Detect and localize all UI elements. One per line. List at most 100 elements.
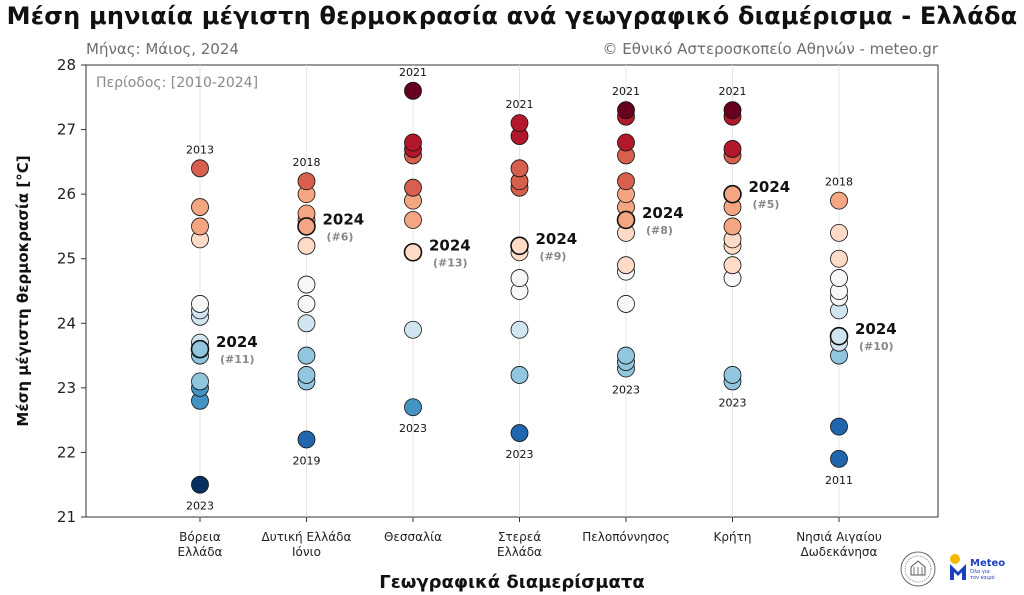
min-year-label: 2019 [293, 455, 321, 468]
data-point [723, 366, 742, 384]
max-year-label: 2021 [506, 98, 534, 111]
data-point [191, 295, 209, 313]
highlight-year-label: 2024 [216, 333, 258, 351]
highlight-point-2024 [403, 242, 423, 262]
highlight-year-label: 2024 [536, 230, 578, 248]
data-point [830, 449, 848, 468]
sun-icon [950, 554, 960, 564]
data-point [297, 275, 316, 294]
period-label: Περίοδος: [2010-2024] [96, 75, 258, 91]
y-tick-label: 26 [57, 185, 76, 203]
data-point [617, 133, 635, 152]
y-tick-label: 24 [57, 314, 76, 332]
y-tick-label: 25 [57, 250, 76, 268]
meteo-logo: Meteo Όλα για τον καιρό [950, 554, 1005, 581]
data-point [617, 295, 635, 313]
data-point [723, 140, 742, 158]
plot-frame [85, 64, 939, 518]
data-point [830, 249, 848, 268]
max-year-label: 2013 [186, 143, 214, 156]
rank-label: (#10) [859, 340, 894, 353]
y-axis-label: Μέση μέγιστη θερμοκρασία [°C] [14, 155, 32, 426]
data-point [830, 417, 848, 436]
data-point [830, 269, 848, 287]
data-point [510, 320, 529, 339]
data-point [191, 198, 209, 216]
data-point [510, 114, 529, 133]
max-year-label: 2021 [719, 85, 747, 98]
highlight-point-2024 [510, 236, 529, 256]
max-year-label: 2018 [293, 156, 321, 169]
data-point [404, 133, 422, 152]
data-point [404, 81, 422, 100]
chart-title: Μέση μηνιαία μέγιστη θερμοκρασία ανά γεω… [6, 2, 1018, 30]
y-tick-label: 28 [57, 56, 76, 74]
min-year-label: 2023 [399, 422, 427, 435]
data-point [510, 159, 529, 178]
highlight-year-label: 2024 [642, 204, 684, 222]
y-tick-label: 27 [57, 121, 76, 139]
x-tick-label: Βόρεια [179, 530, 221, 544]
meteo-tagline-2: τον καιρό [970, 574, 995, 581]
data-point [191, 372, 209, 391]
rank-label: (#9) [540, 250, 567, 263]
x-axis-label: Γεωγραφικά διαμερίσματα [379, 572, 645, 593]
data-point [617, 172, 635, 191]
highlight-year-label: 2024 [749, 178, 791, 196]
min-year-label: 2023 [719, 396, 747, 409]
month-label: Μήνας: Μάιος, 2024 [86, 40, 239, 58]
highlight-point-2024 [829, 326, 849, 346]
x-tick-label: Ελλάδα [178, 545, 223, 559]
data-point [297, 314, 316, 333]
max-year-label: 2018 [825, 176, 853, 189]
data-point [617, 256, 635, 275]
data-point [510, 269, 529, 287]
x-tick-label: Δωδεκάνησα [801, 545, 878, 559]
data-point [191, 217, 209, 236]
x-tick-label: Στερεά [498, 530, 541, 544]
highlight-year-label: 2024 [323, 210, 365, 228]
data-point [404, 211, 422, 229]
data-point [723, 101, 742, 120]
data-point [191, 159, 209, 178]
data-point [617, 346, 635, 365]
noa-seal-logo [900, 551, 936, 587]
data-point [830, 191, 848, 210]
rank-label: (#6) [327, 230, 354, 243]
x-tick-label: Ελλάδα [497, 545, 542, 559]
data-point [404, 320, 422, 339]
y-tick-label: 22 [57, 443, 76, 461]
data-point [617, 101, 635, 120]
data-point [297, 295, 316, 313]
x-tick-label: Νησιά Αιγαίου [796, 530, 882, 544]
meteo-tagline-1: Όλα για [969, 568, 991, 575]
highlight-year-label: 2024 [855, 320, 897, 338]
source-label: © Εθνικό Αστεροσκοπείο Αθηνών - meteo.gr [602, 40, 939, 58]
data-point [191, 475, 209, 494]
highlight-point-2024 [297, 217, 316, 236]
x-tick-label: Κρήτη [714, 530, 752, 544]
highlight-year-label: 2024 [429, 236, 471, 254]
min-year-label: 2023 [506, 448, 534, 461]
data-point [297, 172, 316, 191]
data-point [510, 366, 529, 384]
data-point [404, 398, 422, 417]
data-point [297, 430, 316, 449]
rank-label: (#13) [433, 256, 468, 269]
data-point [723, 217, 742, 236]
highlight-point-2024 [190, 339, 210, 359]
highlight-point-2024 [616, 210, 636, 230]
highlight-point-2024 [723, 184, 742, 204]
y-tick-label: 21 [57, 508, 76, 526]
min-year-label: 2023 [186, 500, 214, 513]
min-year-label: 2023 [612, 383, 640, 396]
rank-label: (#5) [753, 198, 780, 211]
max-year-label: 2021 [612, 85, 640, 98]
x-tick-label: Δυτική Ελλάδα [262, 530, 352, 544]
data-point [830, 223, 848, 242]
x-tick-label: Ιόνιο [292, 545, 321, 559]
data-point [297, 366, 316, 384]
rank-label: (#8) [646, 224, 673, 237]
data-point [297, 346, 316, 365]
